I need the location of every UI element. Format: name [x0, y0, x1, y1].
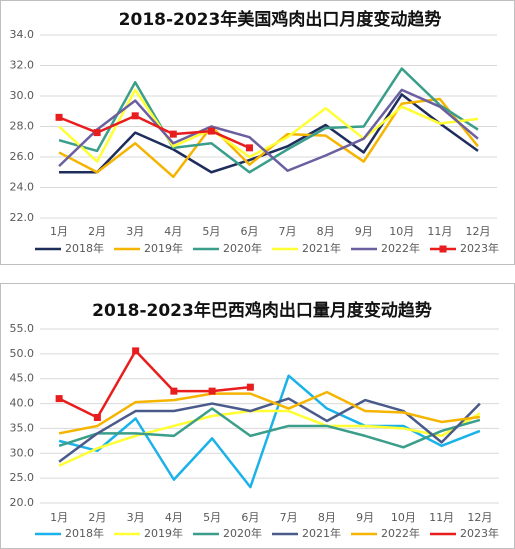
- series-line: [58, 67, 479, 174]
- x-tick-label: 11月: [427, 225, 452, 238]
- chart-title: 2018-2023年巴西鸡肉出口量月度变动趋势: [92, 300, 432, 321]
- x-tick-label: 12月: [467, 511, 492, 524]
- y-tick-label: 34.0: [10, 28, 35, 41]
- y-tick-label: 32.0: [10, 59, 35, 72]
- point-marker: [93, 129, 101, 137]
- x-tick-label: 10月: [391, 511, 416, 524]
- legend-label: 2020年: [223, 526, 262, 540]
- y-tick-label: 25.0: [10, 471, 35, 484]
- x-tick-label: 5月: [202, 225, 220, 238]
- legend-label: 2021年: [302, 526, 341, 540]
- x-tick-label: 7月: [280, 511, 298, 524]
- legend-label: 2022年: [381, 241, 420, 255]
- panel-border: [0, 283, 515, 549]
- point-marker: [131, 112, 139, 120]
- y-tick-label: 26.0: [10, 150, 35, 163]
- x-tick-label: 3月: [126, 225, 144, 238]
- x-tick-label: 4月: [164, 225, 182, 238]
- legend-label: 2023年: [460, 526, 499, 540]
- y-tick-label: 24.0: [10, 181, 35, 194]
- x-tick-label: 8月: [318, 511, 336, 524]
- point-marker: [207, 127, 215, 135]
- x-tick-label: 3月: [127, 511, 145, 524]
- series-line: [58, 407, 481, 449]
- x-tick-label: 9月: [356, 511, 374, 524]
- point-marker: [246, 383, 254, 391]
- series-line: [58, 114, 250, 149]
- legend-label: 2018年: [65, 241, 104, 255]
- x-tick-label: 5月: [203, 511, 221, 524]
- point-marker: [169, 130, 177, 138]
- legend-label: 2019年: [144, 241, 183, 255]
- legend-label: 2022年: [381, 526, 420, 540]
- point-marker: [245, 144, 253, 152]
- x-tick-label: 4月: [165, 511, 183, 524]
- point-marker: [55, 113, 63, 121]
- x-tick-label: 7月: [279, 225, 297, 238]
- y-tick-label: 35.0: [10, 421, 35, 434]
- series-line: [58, 390, 481, 435]
- point-marker: [55, 395, 63, 403]
- y-tick-label: 30.0: [10, 446, 35, 459]
- y-tick-label: 20.0: [10, 496, 35, 509]
- y-tick-label: 30.0: [10, 89, 35, 102]
- series-line: [58, 397, 481, 463]
- x-tick-label: 12月: [465, 225, 490, 238]
- point-marker: [170, 387, 178, 395]
- x-tick-label: 10月: [389, 225, 414, 238]
- legend-label: 2018年: [65, 526, 104, 540]
- chart-title: 2018-2023年美国鸡肉出口月度变动趋势: [119, 9, 442, 30]
- y-tick-label: 28.0: [10, 120, 35, 133]
- x-tick-label: 6月: [240, 225, 258, 238]
- x-tick-label: 1月: [50, 511, 68, 524]
- y-tick-label: 40.0: [10, 397, 35, 410]
- x-tick-label: 6月: [241, 511, 259, 524]
- y-tick-label: 45.0: [10, 372, 35, 385]
- y-tick-label: 22.0: [10, 211, 35, 224]
- point-marker: [132, 347, 140, 355]
- legend-marker: [439, 245, 447, 253]
- series-line: [58, 88, 479, 172]
- series-line: [58, 97, 479, 179]
- x-tick-label: 9月: [355, 225, 373, 238]
- legend-label: 2020年: [223, 241, 262, 255]
- x-tick-label: 1月: [50, 225, 68, 238]
- y-tick-label: 55.0: [10, 322, 35, 335]
- x-tick-label: 11月: [429, 511, 454, 524]
- x-tick-label: 8月: [317, 225, 335, 238]
- legend-label: 2023年: [460, 241, 499, 255]
- x-tick-label: 2月: [88, 511, 106, 524]
- legend-label: 2019年: [144, 526, 183, 540]
- point-marker: [208, 387, 216, 395]
- x-tick-label: 2月: [88, 225, 106, 238]
- series-line: [58, 349, 251, 419]
- legend-label: 2021年: [302, 241, 341, 255]
- y-tick-label: 50.0: [10, 347, 35, 360]
- point-marker: [93, 413, 101, 421]
- series-line: [58, 88, 479, 163]
- series-line: [58, 409, 481, 467]
